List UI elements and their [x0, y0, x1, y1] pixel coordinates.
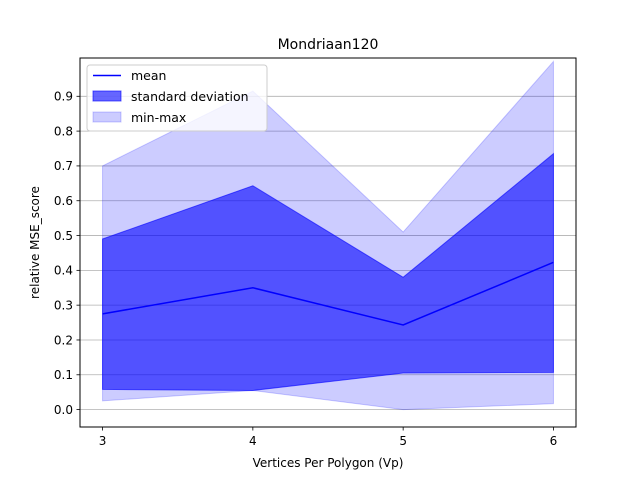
y-tick-label: 0.2: [54, 333, 73, 347]
y-tick-label: 0.7: [54, 159, 73, 173]
std-band: [102, 152, 554, 391]
x-axis-ticks: 3 4 5 6: [99, 427, 558, 448]
y-tick-label: 0.3: [54, 298, 73, 312]
legend-std-label: standard deviation: [131, 89, 249, 104]
legend-minmax-swatch: [92, 111, 122, 123]
legend-minmax-label: min-max: [131, 110, 186, 125]
y-axis-ticks: 0.0 0.1 0.2 0.3 0.4 0.5 0.6 0.7 0.8 0.9: [54, 90, 80, 417]
plot-frame: [79, 57, 577, 428]
x-tick-label: 3: [99, 434, 107, 448]
y-tick-label: 0.1: [54, 368, 73, 382]
chart-title: Mondriaan120: [278, 37, 379, 53]
legend: mean standard deviation min-max: [86, 64, 268, 132]
x-tick-label: 4: [249, 434, 257, 448]
legend-std-swatch: [92, 90, 122, 102]
y-tick-label: 0.5: [54, 229, 73, 243]
bands: [102, 60, 554, 411]
mean-line: [102, 261, 554, 326]
series-lines: [102, 261, 554, 326]
x-axis-label: Vertices Per Polygon (Vp): [253, 456, 404, 470]
y-tick-label: 0.6: [54, 194, 73, 208]
y-tick-label: 0.8: [54, 124, 73, 138]
x-tick-label: 5: [399, 434, 407, 448]
x-tick-label: 6: [550, 434, 558, 448]
legend-mean-label: mean: [131, 68, 166, 83]
legend-box: [86, 64, 268, 132]
y-tick-label: 0.4: [54, 264, 73, 278]
y-axis-label: relative MSE_score: [28, 186, 42, 299]
y-tick-label: 0.0: [54, 403, 73, 417]
y-tick-label: 0.9: [54, 90, 73, 104]
